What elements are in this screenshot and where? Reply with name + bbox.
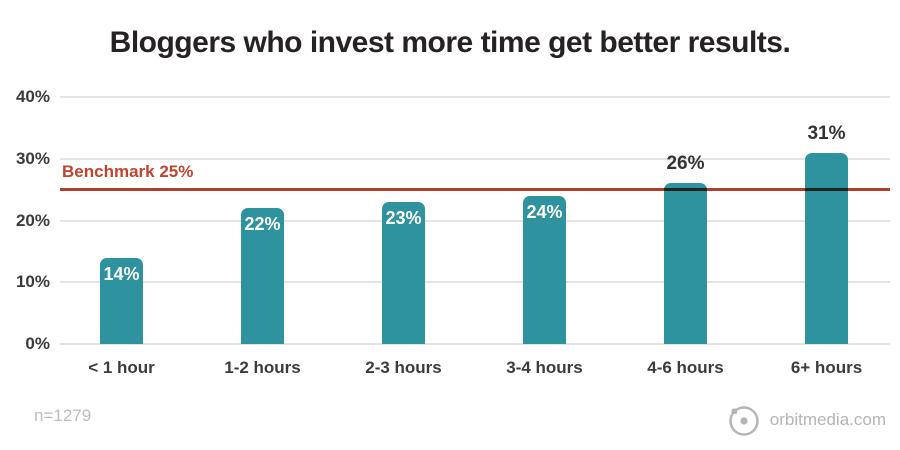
- gridline: [60, 281, 890, 284]
- brand-text: orbitmedia.com: [769, 410, 886, 429]
- bar: 24%: [523, 195, 566, 344]
- gridline: [60, 219, 890, 222]
- bar-value-label: 22%: [244, 214, 281, 235]
- gridline: [60, 343, 890, 345]
- x-axis-tick-label: 1-2 hours: [224, 358, 301, 377]
- y-axis-tick-label: 0%: [25, 334, 50, 353]
- bar: 23%: [382, 201, 425, 344]
- bar-value-label: 24%: [526, 201, 563, 222]
- bar-value-label: 26%: [666, 153, 705, 175]
- orbit-logo-icon: [729, 406, 759, 436]
- bar: 22%: [241, 208, 284, 344]
- brand-attribution: orbitmedia.com: [726, 402, 886, 438]
- x-axis-tick-label: 3-4 hours: [506, 358, 583, 377]
- bar: 26%: [664, 153, 707, 344]
- benchmark-label: Benchmark 25%: [62, 161, 194, 181]
- chart-title: Bloggers who invest more time get better…: [109, 26, 791, 59]
- x-axis-tick-label: 6+ hours: [790, 358, 863, 377]
- sample-size-label: n=1279: [34, 406, 92, 425]
- x-axis-tick-label: < 1 hour: [88, 358, 155, 377]
- y-axis-tick-label: 40%: [15, 87, 50, 106]
- x-axis-tick-label: 4-6 hours: [647, 358, 724, 377]
- benchmark-line: [60, 188, 890, 192]
- x-axis-tick-label: 2-3 hours: [365, 358, 442, 377]
- bar-value-label: 23%: [385, 207, 422, 228]
- gridline: [60, 96, 890, 98]
- y-axis-tick-label: 30%: [15, 148, 50, 168]
- bar-value-label: 31%: [807, 122, 846, 144]
- bar: 14%: [100, 257, 143, 344]
- plot-area: 40% 30% 20% 10% 0% 14% < 1 hour 22% 1-2 hours 23…: [16, 87, 890, 377]
- y-axis-tick-label: 10%: [15, 272, 50, 292]
- y-axis-tick-label: 20%: [15, 210, 50, 230]
- bar: 31%: [805, 123, 848, 344]
- bar-value-label: 14%: [103, 263, 140, 284]
- gridline: [60, 157, 890, 160]
